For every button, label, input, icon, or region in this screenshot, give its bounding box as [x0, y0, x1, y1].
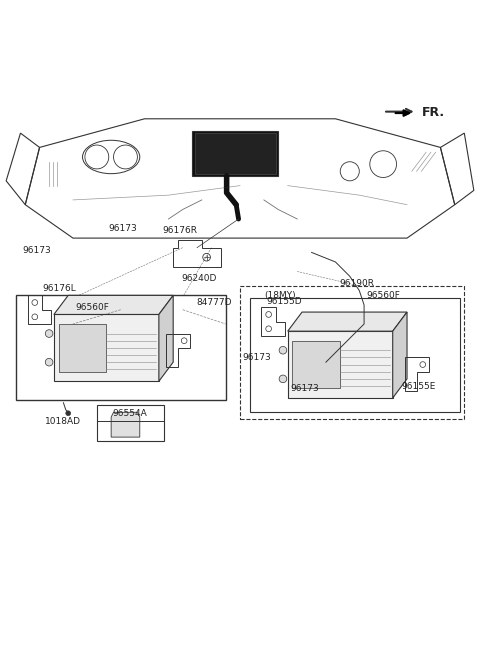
- Text: 96155D: 96155D: [266, 297, 302, 306]
- Circle shape: [279, 347, 287, 354]
- Text: 96173: 96173: [290, 384, 319, 393]
- Text: 96173: 96173: [108, 224, 137, 233]
- Text: 96190R: 96190R: [339, 279, 374, 288]
- Bar: [59, 324, 106, 372]
- Bar: [195, 133, 276, 174]
- Bar: [250, 297, 459, 412]
- Text: 96173: 96173: [23, 246, 51, 255]
- Polygon shape: [288, 312, 407, 331]
- Bar: [292, 341, 340, 388]
- Text: 1018AD: 1018AD: [46, 417, 82, 426]
- Bar: [97, 405, 164, 441]
- Text: 96176L: 96176L: [42, 284, 76, 293]
- Text: 96554A: 96554A: [113, 408, 148, 417]
- Text: 96173: 96173: [242, 353, 271, 362]
- Circle shape: [45, 330, 53, 338]
- Circle shape: [66, 411, 71, 415]
- Text: 96155E: 96155E: [402, 382, 436, 391]
- Text: 96240D: 96240D: [182, 274, 217, 283]
- Text: 96176R: 96176R: [163, 226, 198, 235]
- Text: 84777D: 84777D: [196, 298, 231, 307]
- Polygon shape: [54, 295, 173, 314]
- Circle shape: [279, 375, 287, 383]
- Bar: [16, 295, 226, 400]
- Polygon shape: [159, 295, 173, 381]
- Bar: [240, 286, 464, 419]
- Bar: [288, 331, 393, 398]
- Bar: [54, 314, 159, 381]
- Text: (18MY): (18MY): [264, 291, 296, 300]
- Circle shape: [324, 360, 328, 365]
- Text: 96560F: 96560F: [75, 303, 109, 312]
- Circle shape: [45, 358, 53, 366]
- Bar: [192, 131, 278, 176]
- Polygon shape: [111, 412, 140, 437]
- Polygon shape: [393, 312, 407, 398]
- Text: FR.: FR.: [422, 106, 445, 119]
- Text: 96560F: 96560F: [366, 291, 400, 300]
